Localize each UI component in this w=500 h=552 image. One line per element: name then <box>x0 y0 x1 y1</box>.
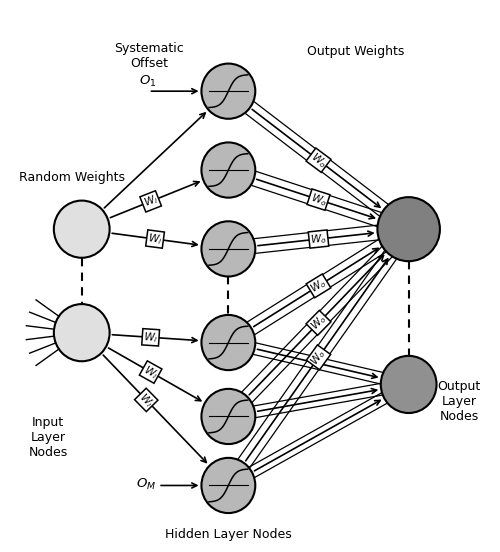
Circle shape <box>381 356 436 413</box>
Text: $W_o$: $W_o$ <box>308 312 329 333</box>
Text: $W_i$: $W_i$ <box>141 363 160 381</box>
Circle shape <box>202 389 256 444</box>
Text: Systematic
Offset: Systematic Offset <box>114 42 184 70</box>
Text: $W_i$: $W_i$ <box>136 390 156 410</box>
Text: $O_1$: $O_1$ <box>139 74 156 89</box>
Text: $O_M$: $O_M$ <box>136 476 156 491</box>
Text: $W_o$: $W_o$ <box>308 190 328 209</box>
Text: $W_i$: $W_i$ <box>147 231 163 247</box>
Text: Hidden Layer Nodes: Hidden Layer Nodes <box>165 528 292 542</box>
Text: $W_o$: $W_o$ <box>308 150 329 171</box>
Text: Random Weights: Random Weights <box>19 171 125 184</box>
Circle shape <box>202 221 256 277</box>
Circle shape <box>54 304 110 361</box>
Text: $W_i$: $W_i$ <box>142 192 160 210</box>
Text: Output Weights: Output Weights <box>307 45 404 59</box>
Circle shape <box>202 315 256 370</box>
Text: Output
Layer
Nodes: Output Layer Nodes <box>438 380 481 423</box>
Text: $W_i$: $W_i$ <box>143 330 158 344</box>
Circle shape <box>202 142 256 198</box>
Text: $W_o$: $W_o$ <box>308 347 329 368</box>
Text: Input
Layer
Nodes: Input Layer Nodes <box>28 416 68 459</box>
Text: $W_o$: $W_o$ <box>310 231 328 247</box>
Circle shape <box>378 197 440 261</box>
Circle shape <box>202 458 256 513</box>
Circle shape <box>202 63 256 119</box>
Text: $W_o$: $W_o$ <box>308 275 329 296</box>
Circle shape <box>54 200 110 258</box>
